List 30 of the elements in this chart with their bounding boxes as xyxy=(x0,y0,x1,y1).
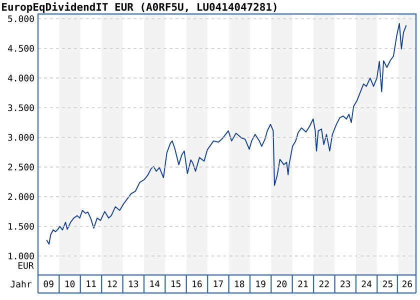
x-tick-label: 16 xyxy=(192,280,202,288)
x-tick-label: 24 xyxy=(362,280,372,288)
x-tick-label: 21 xyxy=(298,280,308,288)
x-tick-label: 17 xyxy=(214,280,223,288)
x-tick-label: 19 xyxy=(256,280,266,288)
x-tick-label: 09 xyxy=(44,280,54,288)
x-tick-label: 13 xyxy=(129,280,138,288)
y-tick-label: 4.500 xyxy=(8,45,34,52)
y-tick-label: 2.000 xyxy=(8,193,34,200)
x-tick-label: 18 xyxy=(235,280,244,288)
y-tick-label: 2.500 xyxy=(8,164,34,170)
y-tick-label: 4.000 xyxy=(8,74,34,82)
x-tick-label: 26 xyxy=(402,280,412,288)
y-tick-label: 3.000 xyxy=(8,134,34,141)
y-tick-label: 1.000 xyxy=(8,252,34,260)
x-tick-label: 20 xyxy=(277,280,287,288)
x-tick-label: 25 xyxy=(383,280,392,288)
y-tick-label: 1.500 xyxy=(8,222,34,230)
x-tick-label: 11 xyxy=(86,280,96,288)
x-tick-label: 10 xyxy=(65,280,75,288)
chart-title: EuropEqDividendIT EUR (A0RF5U, LU0414047281) xyxy=(2,2,276,13)
x-tick-label: 23 xyxy=(340,280,350,288)
x-tick-label: 15 xyxy=(171,280,180,288)
x-axis-title: Jahr xyxy=(10,280,32,288)
x-tick-label: 12 xyxy=(108,280,117,288)
y-tick-label: 5.000 xyxy=(8,15,34,22)
x-tick-label: 14 xyxy=(150,280,160,288)
x-tick-label: 22 xyxy=(319,280,329,288)
y-tick-label: 3.500 xyxy=(8,104,34,112)
y-axis-title: EUR xyxy=(18,262,34,269)
